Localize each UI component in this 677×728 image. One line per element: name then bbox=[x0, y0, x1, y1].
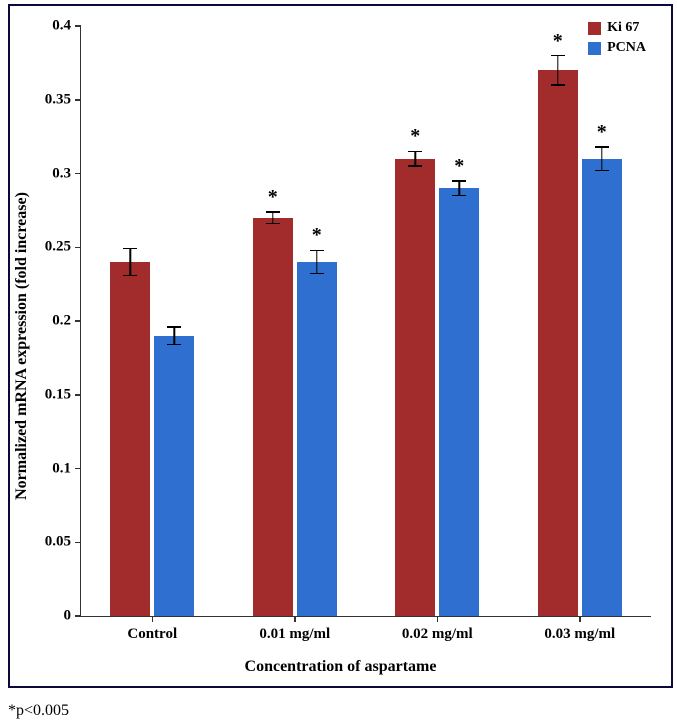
error-cap bbox=[266, 211, 280, 212]
error-cap bbox=[266, 223, 280, 224]
y-tick-label: 0.4 bbox=[52, 18, 81, 35]
significance-marker: * bbox=[553, 30, 563, 53]
error-stem bbox=[130, 249, 131, 276]
bar-pcna bbox=[297, 262, 337, 616]
significance-marker: * bbox=[268, 186, 278, 209]
error-stem bbox=[601, 147, 602, 171]
error-cap bbox=[408, 165, 422, 166]
legend-swatch-pcna bbox=[588, 42, 601, 55]
error-stem bbox=[459, 181, 460, 196]
legend-label-ki67: Ki 67 bbox=[607, 20, 639, 36]
footnote: *p<0.005 bbox=[8, 702, 69, 720]
bar-pcna bbox=[582, 159, 622, 616]
error-cap bbox=[595, 146, 609, 147]
error-cap bbox=[408, 151, 422, 152]
error-stem bbox=[415, 151, 416, 166]
legend-label-pcna: PCNA bbox=[607, 40, 646, 56]
error-cap bbox=[551, 55, 565, 56]
y-tick-label: 0.05 bbox=[45, 534, 81, 551]
y-tick-label: 0 bbox=[64, 608, 82, 625]
significance-marker: * bbox=[312, 224, 322, 247]
x-tick-label: 0.02 mg/ml bbox=[402, 616, 473, 643]
y-tick-label: 0.15 bbox=[45, 386, 81, 403]
error-cap bbox=[310, 250, 324, 251]
legend-item-pcna: PCNA bbox=[588, 40, 646, 56]
error-cap bbox=[167, 344, 181, 345]
x-tick-label: 0.03 mg/ml bbox=[544, 616, 615, 643]
bar-pcna bbox=[439, 188, 479, 616]
y-tick-label: 0.35 bbox=[45, 91, 81, 108]
significance-marker: * bbox=[410, 125, 420, 148]
legend-item-ki67: Ki 67 bbox=[588, 20, 646, 36]
significance-marker: * bbox=[454, 155, 464, 178]
error-stem bbox=[174, 327, 175, 345]
y-tick-label: 0.2 bbox=[52, 313, 81, 330]
y-tick-label: 0.25 bbox=[45, 239, 81, 256]
error-cap bbox=[167, 326, 181, 327]
x-tick-label: 0.01 mg/ml bbox=[259, 616, 330, 643]
bar-ki-67 bbox=[395, 159, 435, 616]
error-cap bbox=[310, 273, 324, 274]
error-cap bbox=[123, 248, 137, 249]
error-stem bbox=[316, 250, 317, 274]
y-axis-title: Normalized mRNA expression (fold increas… bbox=[13, 192, 31, 500]
y-tick-label: 0.1 bbox=[52, 460, 81, 477]
chart-wrapper: Normalized mRNA expression (fold increas… bbox=[0, 0, 677, 728]
legend-swatch-ki67 bbox=[588, 22, 601, 35]
error-cap bbox=[551, 84, 565, 85]
legend: Ki 67 PCNA bbox=[588, 20, 646, 60]
x-tick-label: Control bbox=[127, 616, 177, 643]
y-tick-label: 0.3 bbox=[52, 165, 81, 182]
bar-ki-67 bbox=[538, 70, 578, 616]
chart-frame: Normalized mRNA expression (fold increas… bbox=[8, 4, 673, 688]
x-axis-title: Concentration of aspartame bbox=[245, 658, 437, 676]
plot-area: 00.050.10.150.20.250.30.350.4Control0.01… bbox=[80, 26, 651, 617]
error-cap bbox=[452, 180, 466, 181]
bar-ki-67 bbox=[110, 262, 150, 616]
significance-marker: * bbox=[597, 121, 607, 144]
error-cap bbox=[452, 195, 466, 196]
error-cap bbox=[595, 170, 609, 171]
error-cap bbox=[123, 275, 137, 276]
error-stem bbox=[557, 56, 558, 86]
bar-ki-67 bbox=[253, 218, 293, 616]
error-stem bbox=[272, 212, 273, 224]
bar-pcna bbox=[154, 336, 194, 616]
